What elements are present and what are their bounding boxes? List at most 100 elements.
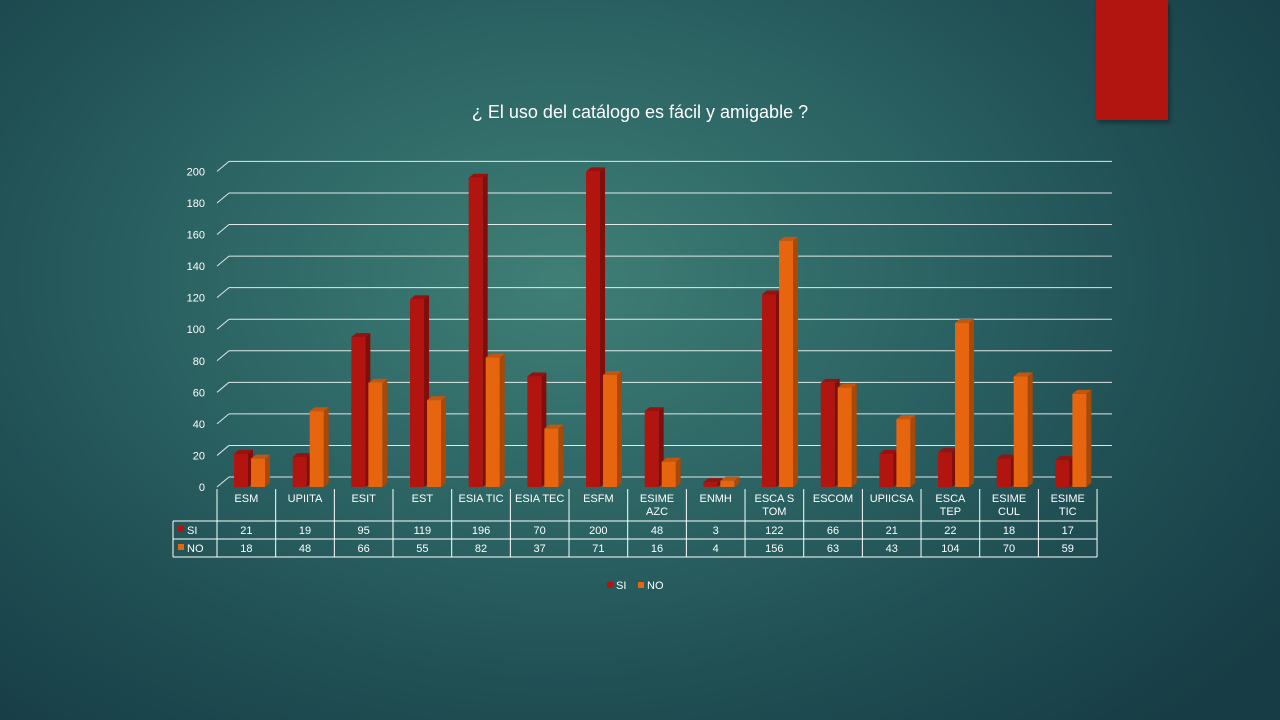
y-tick-label: 100 <box>187 324 205 336</box>
data-value: 63 <box>827 543 839 555</box>
y-tick-label: 80 <box>193 356 205 368</box>
gridline-side <box>216 287 230 299</box>
bar-no <box>896 415 916 487</box>
bar-si <box>879 449 899 487</box>
accent-rectangle <box>1096 0 1168 120</box>
y-tick-label: 180 <box>187 198 205 210</box>
bar-no <box>720 476 740 487</box>
data-value: 196 <box>472 525 490 537</box>
y-tick-label: 60 <box>193 387 205 399</box>
gridline-side <box>216 161 230 172</box>
data-value: 104 <box>941 543 959 555</box>
data-value: 18 <box>1003 525 1015 537</box>
bar-si <box>351 333 371 487</box>
data-value: 43 <box>886 543 898 555</box>
data-value: 4 <box>713 543 719 555</box>
bar-si <box>468 173 488 487</box>
bar-no <box>544 424 564 487</box>
gridline-side <box>216 255 230 267</box>
bar-si <box>938 448 958 487</box>
bar-si <box>292 453 312 487</box>
legend-label-si: SI <box>616 580 626 592</box>
bar-no <box>427 396 447 487</box>
data-value: 37 <box>534 543 546 555</box>
data-value: 3 <box>713 525 719 537</box>
bar-si <box>703 478 723 487</box>
chart-title: ¿ El uso del catálogo es fácil y amigabl… <box>471 102 809 122</box>
series-row-label: NO <box>187 543 204 555</box>
data-value: 59 <box>1062 543 1074 555</box>
gridline-side <box>216 192 230 204</box>
category-label: ESIA TEC <box>515 493 564 505</box>
data-value: 48 <box>651 525 663 537</box>
category-label: UPIICSA <box>870 493 915 505</box>
bar-si <box>762 290 782 487</box>
y-tick-label: 140 <box>187 261 205 273</box>
bar-no <box>368 378 388 487</box>
bar-si <box>527 372 547 487</box>
category-label: UPIITA <box>288 493 323 505</box>
gridline-side <box>216 350 230 362</box>
data-value: 66 <box>358 543 370 555</box>
no-legend-key <box>178 544 184 550</box>
data-value: 18 <box>240 543 252 555</box>
category-label: ENMH <box>699 493 731 505</box>
data-value: 19 <box>299 525 311 537</box>
category-label: ESFM <box>583 493 614 505</box>
data-value: 156 <box>765 543 783 555</box>
category-label: ESIME TIC <box>1051 493 1085 518</box>
bar-si <box>996 454 1016 487</box>
category-label: ESIA TIC <box>458 493 503 505</box>
gridline-side <box>216 318 230 330</box>
category-label: ESIME AZC <box>640 493 674 518</box>
bar-no <box>955 318 975 487</box>
y-tick-label: 0 <box>199 482 205 494</box>
data-value: 82 <box>475 543 487 555</box>
gridline-side <box>216 445 230 456</box>
bar-si <box>820 378 840 487</box>
y-tick-label: 20 <box>193 450 205 462</box>
bar-si <box>410 295 430 487</box>
legend: SI NO <box>607 580 664 592</box>
si-legend-key <box>178 526 184 532</box>
bar-si <box>1055 456 1075 487</box>
data-value: 200 <box>589 525 607 537</box>
bar-no <box>309 407 329 487</box>
data-value: 95 <box>358 525 370 537</box>
category-label: ESCA TEP <box>935 493 966 518</box>
gridline-side <box>216 413 230 425</box>
y-tick-label: 160 <box>187 230 205 242</box>
data-value: 119 <box>414 525 432 537</box>
data-value: 71 <box>592 543 604 555</box>
category-label: ESIT <box>351 493 376 505</box>
gridline-side <box>216 381 230 393</box>
data-value: 70 <box>1003 543 1015 555</box>
series-row-label: SI <box>187 525 197 537</box>
legend-swatch-no <box>638 582 644 588</box>
y-tick-label: 120 <box>187 293 205 305</box>
bar-no <box>837 383 857 487</box>
y-tick-label: 40 <box>193 419 205 431</box>
data-value: 70 <box>534 525 546 537</box>
category-label: ESM <box>234 493 258 505</box>
legend-swatch-si <box>607 582 613 588</box>
bar-si <box>234 449 253 487</box>
data-value: 122 <box>765 525 783 537</box>
category-label: ESCOM <box>813 493 853 505</box>
bar-si <box>644 407 664 487</box>
bar-no <box>1013 372 1033 487</box>
bar-no <box>251 454 270 487</box>
bar-no <box>603 370 623 487</box>
gridline-side <box>216 224 230 235</box>
data-value: 16 <box>651 543 663 555</box>
category-label: ESIME CUL <box>992 493 1026 518</box>
data-value: 21 <box>886 525 898 537</box>
data-value: 22 <box>944 525 956 537</box>
bar-no <box>661 457 681 487</box>
data-value: 17 <box>1062 525 1074 537</box>
bar-no <box>779 236 799 487</box>
data-value: 66 <box>827 525 839 537</box>
gridline-side <box>216 476 230 488</box>
data-value: 48 <box>299 543 311 555</box>
